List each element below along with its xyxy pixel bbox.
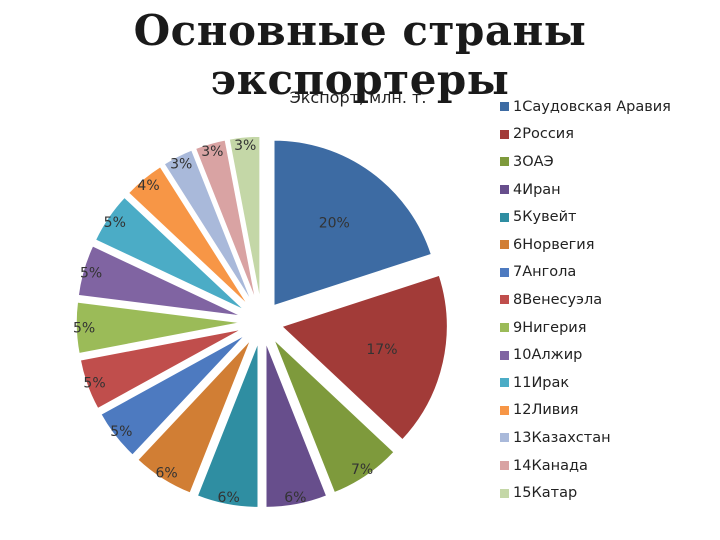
slice-label: 3%	[234, 138, 256, 154]
legend-label: 3ОАЭ	[513, 153, 554, 170]
slice-label: 4%	[137, 178, 159, 194]
legend-item: 14Канада	[500, 452, 671, 480]
pie-slice	[77, 244, 244, 318]
slice-label: 17%	[366, 342, 397, 358]
slice-label: 20%	[319, 216, 350, 232]
slice-label: 5%	[104, 215, 126, 231]
slice-label: 6%	[218, 490, 240, 506]
pie-slice	[264, 341, 328, 509]
legend-item: 11Ирак	[500, 369, 671, 397]
pie-slice	[94, 196, 246, 312]
legend-item: 5Кувейт	[500, 203, 671, 231]
legend-label: 1Саудовская Аравия	[513, 98, 671, 115]
legend-swatch	[500, 433, 509, 443]
slice-label: 3%	[170, 156, 192, 172]
pie-slice	[273, 139, 433, 307]
legend-swatch	[500, 212, 509, 222]
chart-title: Экспорт, млн. т.	[290, 88, 427, 107]
legend-label: 13Казахстан	[513, 429, 611, 446]
legend-label: 11Ирак	[513, 374, 570, 391]
legend-label: 8Венесуэла	[513, 291, 603, 308]
pie-slice	[194, 138, 258, 304]
pie-slice	[162, 148, 254, 305]
legend-item: 3ОАЭ	[500, 148, 671, 176]
legend-item: 15Катар	[500, 479, 671, 507]
legend-swatch	[500, 267, 509, 277]
legend-swatch	[500, 295, 509, 305]
legend-item: 13Казахстан	[500, 424, 671, 452]
legend-item: 2Россия	[500, 121, 671, 149]
legend-label: 10Алжир	[513, 347, 583, 364]
pie-slice	[280, 274, 449, 442]
legend-label: 6Норвегия	[513, 236, 595, 253]
pie-slice	[136, 338, 252, 495]
legend-swatch	[500, 350, 509, 360]
legend-item: 1Саудовская Аравия	[500, 93, 671, 121]
legend-swatch	[500, 102, 509, 112]
legend-swatch	[500, 378, 509, 388]
legend-swatch	[500, 405, 509, 415]
legend-label: 2Россия	[513, 126, 574, 143]
pie-slice	[127, 165, 250, 308]
legend-swatch	[500, 240, 509, 250]
legend-label: 7Ангола	[513, 264, 577, 281]
slice-label: 5%	[110, 424, 132, 440]
pie-slice	[75, 300, 243, 355]
slice-label: 6%	[284, 490, 306, 506]
pie-slice	[99, 333, 247, 457]
legend-label: 15Катар	[513, 485, 578, 502]
slide-title: Основные страны экспортеры	[133, 6, 587, 104]
pie-slice	[79, 328, 244, 410]
legend-swatch	[500, 461, 509, 471]
legend-label: 14Канада	[513, 457, 588, 474]
slice-label: 5%	[73, 321, 95, 337]
slice-label: 3%	[201, 144, 223, 160]
pie-slice	[228, 135, 261, 303]
legend-swatch	[500, 129, 509, 139]
legend-item: 9Нигерия	[500, 314, 671, 342]
slice-label: 5%	[80, 265, 102, 281]
chart-legend: 1Саудовская Аравия 2Россия 3ОАЭ 4Иран 5Кувей…	[500, 93, 671, 507]
legend-label: 4Иран	[513, 181, 561, 198]
legend-item: 4Иран	[500, 176, 671, 204]
pie-slice	[196, 341, 260, 509]
legend-item: 12Ливия	[500, 397, 671, 425]
legend-label: 5Кувейт	[513, 209, 577, 226]
legend-swatch	[500, 488, 509, 498]
slice-label: 6%	[156, 465, 178, 481]
legend-swatch	[500, 185, 509, 195]
legend-label: 9Нигерия	[513, 319, 587, 336]
slice-label: 7%	[351, 462, 373, 478]
legend-swatch	[500, 323, 509, 333]
slice-label: 5%	[83, 375, 105, 391]
legend-swatch	[500, 157, 509, 167]
legend-item: 10Алжир	[500, 341, 671, 369]
legend-item: 8Венесуэла	[500, 286, 671, 314]
legend-label: 12Ливия	[513, 402, 579, 419]
legend-item: 6Норвегия	[500, 231, 671, 259]
pie-slice	[272, 337, 396, 494]
legend-item: 7Ангола	[500, 259, 671, 287]
